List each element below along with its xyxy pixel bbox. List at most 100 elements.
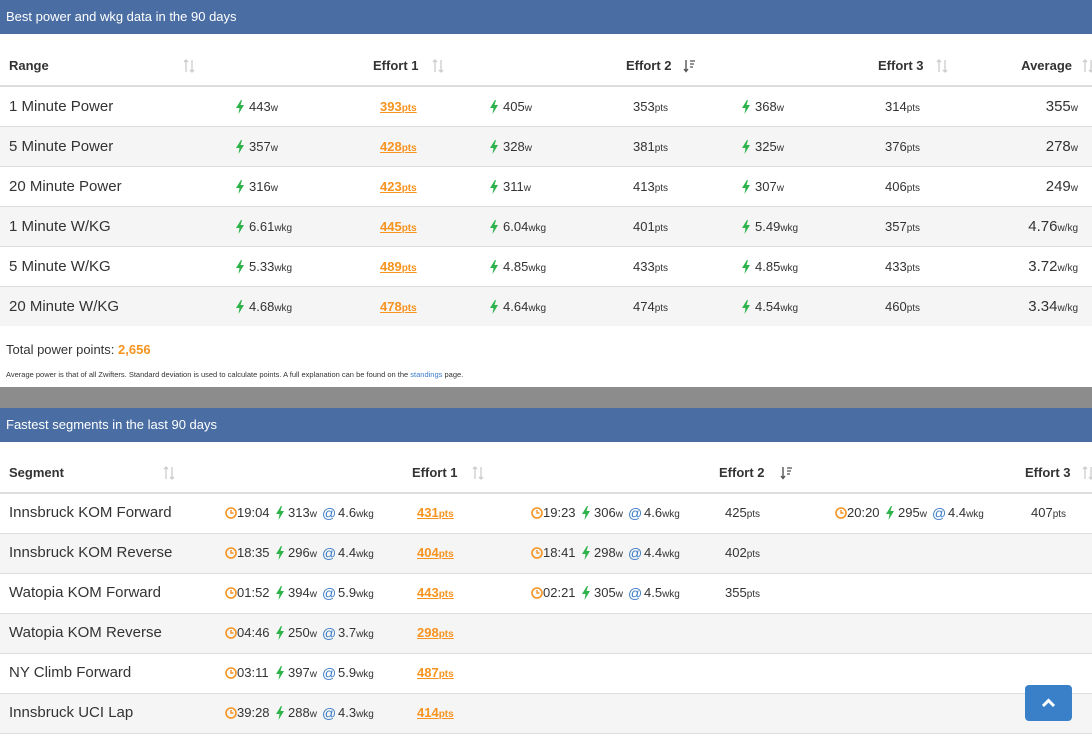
column-header[interactable]: Effort 3 [1025,465,1071,480]
table-row [0,614,1092,653]
row-label: Innsbruck KOM Reverse [9,544,173,561]
watts: 394w [288,583,317,603]
points-unit: pts [906,103,921,114]
sort-icon[interactable] [1082,466,1092,480]
row-label: 1 Minute Power [9,98,114,115]
points-unit: pts [401,103,417,114]
table-row [0,694,1092,733]
bolt-icon [742,140,750,154]
watts-value: 250 [288,625,310,640]
power-value-value: 405 [503,99,525,114]
time: 01:52 [237,585,270,600]
power-value: 4.68wkg [249,297,292,317]
row-label: 5 Minute Power [9,138,114,155]
sort-icon[interactable] [432,59,444,73]
watts: 288w [288,703,317,723]
column-header[interactable]: Average [1021,58,1072,73]
row-label: Innsbruck UCI Lap [9,704,134,721]
standings-link[interactable]: standings [410,370,443,379]
column-header[interactable]: Effort 1 [373,58,419,73]
points-unit: pts [746,509,761,520]
wkg: 4.4wkg [948,503,984,523]
watts-value: 394 [288,585,310,600]
row-border [0,693,1092,694]
points-unit: pts [654,103,669,114]
points[interactable]: 423pts [380,177,417,197]
points[interactable]: 489pts [380,257,417,277]
power-value: 4.64wkg [503,297,546,317]
power-value-value: 325 [755,139,777,154]
watts-unit: w [919,509,927,520]
row-label: Innsbruck KOM Forward [9,504,172,521]
bolt-icon [490,300,498,314]
column-header[interactable]: Effort 2 [719,465,765,480]
points: 433pts [885,257,920,277]
power-value-value: 357 [249,139,271,154]
points: 357pts [885,217,920,237]
wkg: 4.6wkg [644,503,680,523]
column-header[interactable]: Effort 3 [878,58,924,73]
at-sign: @ [628,545,643,561]
sort-icon[interactable] [936,59,948,73]
watts: 305w [594,583,623,603]
at-sign: @ [322,625,337,641]
column-header[interactable]: Range [9,58,49,73]
points-value: 460 [885,299,907,314]
total-label: Total power points: [6,342,115,357]
points[interactable]: 428pts [380,137,417,157]
bolt-icon [490,140,498,154]
power-value-unit: wkg [528,303,547,314]
points[interactable]: 443pts [417,583,454,603]
average: 4.76w/kg [1028,217,1078,237]
points[interactable]: 393pts [380,97,417,117]
sort-icon[interactable] [1082,59,1092,73]
sort-icon[interactable] [163,466,175,480]
row-border [0,206,1092,207]
points[interactable]: 298pts [417,623,454,643]
points-unit: pts [438,629,454,640]
watts-unit: w [615,509,623,520]
wkg-unit: wkg [356,509,374,520]
points-unit: pts [654,303,669,314]
power-value: 5.49wkg [755,217,798,237]
wkg-unit: wkg [966,509,984,520]
table-row [0,127,1092,166]
points-unit: pts [906,263,921,274]
sort-icon[interactable] [780,466,792,480]
sort-icon[interactable] [683,59,695,73]
points[interactable]: 431pts [417,503,454,523]
bolt-icon [276,626,284,640]
watts: 397w [288,663,317,683]
bolt-icon [582,506,590,520]
power-value-unit: w [270,183,278,194]
total-value: 2,656 [118,342,151,357]
column-header[interactable]: Segment [9,465,64,480]
points-unit: pts [438,709,454,720]
points[interactable]: 414pts [417,703,454,723]
points[interactable]: 478pts [380,297,417,317]
points: 314pts [885,97,920,117]
power-value-value: 307 [755,179,777,194]
bolt-icon [582,546,590,560]
column-header[interactable]: Effort 2 [626,58,672,73]
power-value-unit: wkg [528,223,547,234]
average-value: 278 [1045,138,1071,155]
row-border [0,166,1092,167]
power-value-unit: wkg [528,263,547,274]
wkg-unit: wkg [356,629,374,640]
wkg-unit: wkg [356,589,374,600]
points-unit: pts [401,303,417,314]
sort-icon[interactable] [472,466,484,480]
sort-icon[interactable] [183,59,195,73]
power-value-unit: wkg [780,223,799,234]
power-value: 443w [249,97,278,117]
points[interactable]: 404pts [417,543,454,563]
scroll-top-button[interactable] [1025,685,1072,721]
bolt-icon [236,300,244,314]
points[interactable]: 487pts [417,663,454,683]
points[interactable]: 445pts [380,217,417,237]
points: 407pts [1031,503,1066,523]
wkg: 3.7wkg [338,623,374,643]
column-header[interactable]: Effort 1 [412,465,458,480]
average: 249w [1046,177,1078,197]
